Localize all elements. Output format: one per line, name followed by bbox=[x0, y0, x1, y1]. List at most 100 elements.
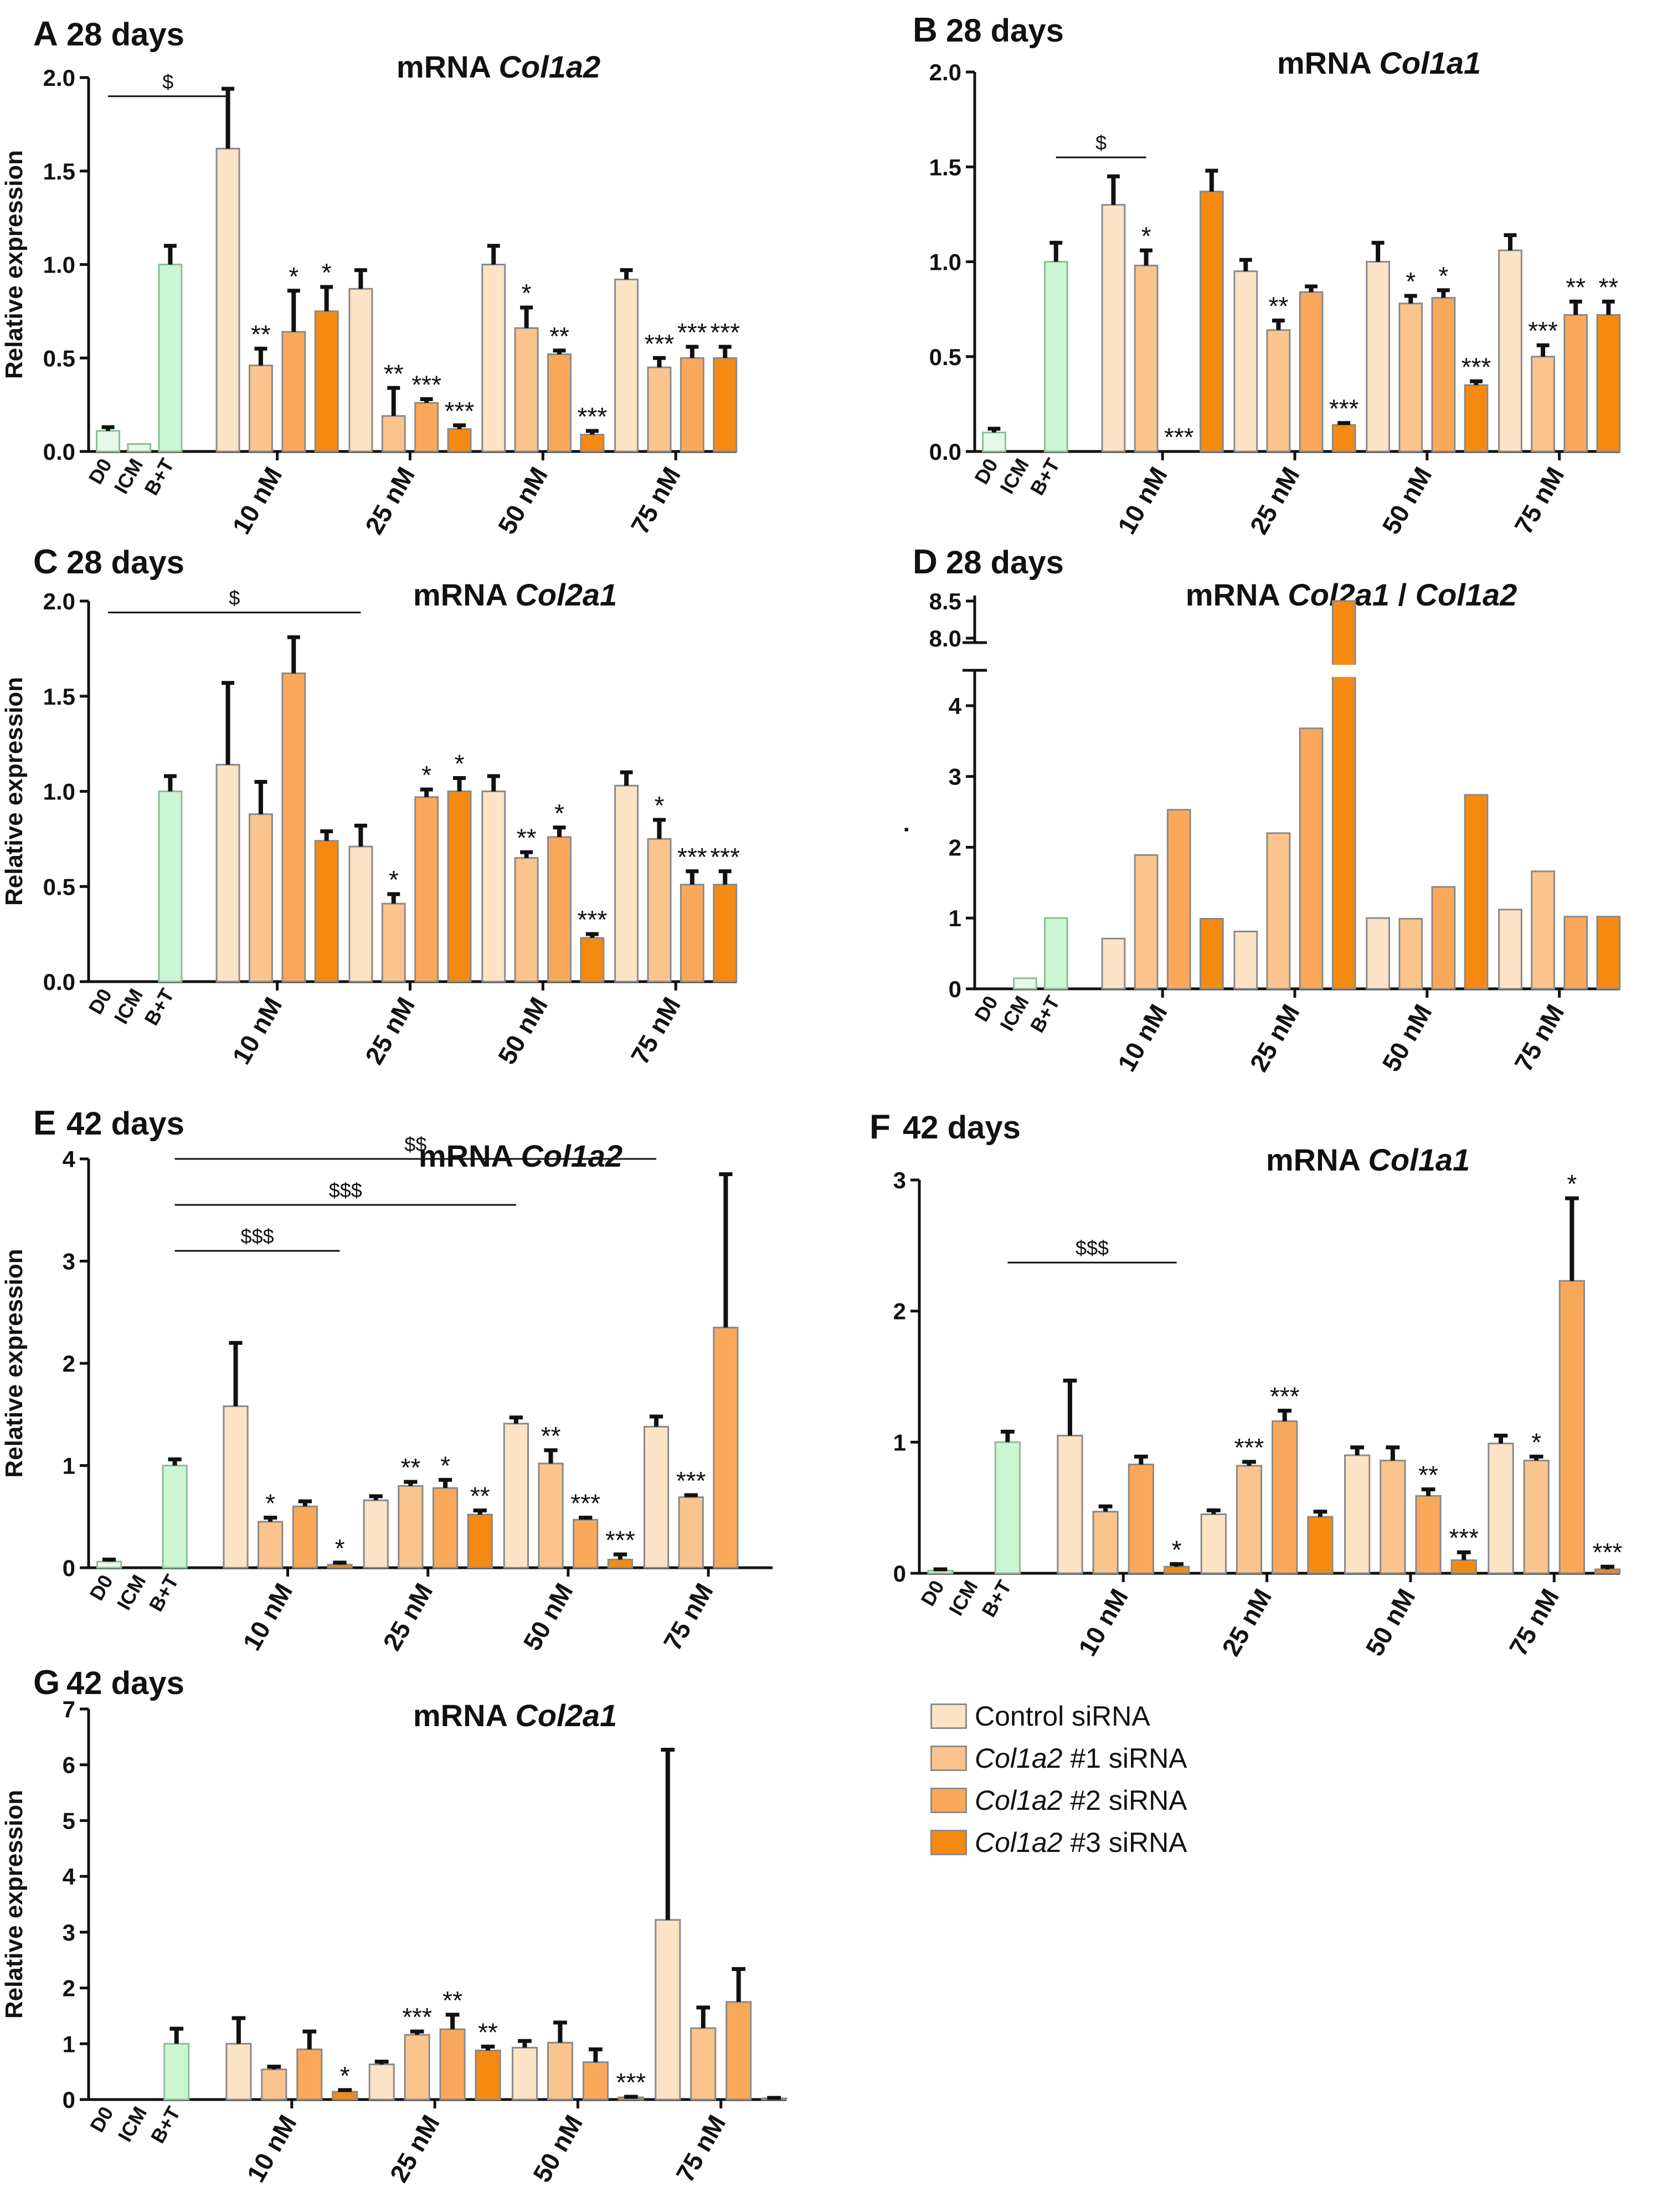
panel-d-bar-break bbox=[1330, 665, 1358, 677]
panel-b-ytick-label: 0.5 bbox=[929, 344, 961, 370]
panel-b-xtick-label: 50 nM bbox=[1376, 462, 1437, 539]
panel-g-bar-25-nm-control bbox=[368, 2064, 395, 2101]
panel-f-bar-b-t bbox=[994, 1441, 1021, 1574]
panel-c-ytick-label: 0.5 bbox=[43, 874, 75, 900]
panel-b-xtick-label: ICM bbox=[995, 455, 1033, 498]
panel-d-bar-75-nm-s2 bbox=[1563, 916, 1588, 990]
panel-a-bar-25-nm-s1-significance: ** bbox=[384, 359, 404, 388]
panel-a-bar-25-nm-s3-significance: *** bbox=[445, 397, 475, 425]
panel-a-bar-75-nm-s2 bbox=[680, 357, 704, 453]
legend-label-sirna-2: Col1a2 #2 siRNA bbox=[975, 1785, 1187, 1816]
panel-c-bar-10-nm-s2 bbox=[281, 673, 306, 983]
panel-g-xtick-label: 50 nM bbox=[527, 2110, 588, 2187]
panel-g-ytick-label: 5 bbox=[63, 1808, 75, 1834]
panel-a-bar-50-nm-s3 bbox=[580, 434, 605, 453]
panel-c-bar-25-nm-s2-significance: * bbox=[421, 761, 431, 789]
panel-g-xtick-label: 75 nM bbox=[670, 2110, 731, 2187]
panel-a-xtick-label: 50 nM bbox=[492, 462, 553, 539]
panel-f-bar-10-nm-s2 bbox=[1128, 1464, 1155, 1574]
panel-g-bar-25-nm-s2 bbox=[439, 2028, 466, 2101]
panel-g-ytick-label: 7 bbox=[63, 1696, 75, 1722]
panel-a-ytick-label: 2.0 bbox=[43, 65, 75, 91]
panel-b-xtick-label: B+T bbox=[1026, 454, 1064, 499]
legend-label-control: Control siRNA bbox=[975, 1701, 1150, 1732]
panel-e-ytick-label: 2 bbox=[63, 1351, 75, 1377]
panel-e-bar-50-nm-s2 bbox=[573, 1518, 599, 1569]
panel-g-bar-75-nm-s2 bbox=[725, 2001, 752, 2101]
panel-a-bar-75-nm-s3-significance: *** bbox=[710, 318, 740, 347]
panel-f-letter: F bbox=[869, 1108, 891, 1146]
panel-c-xtick-label: 25 nM bbox=[359, 992, 420, 1069]
panel-d-bar-10-nm-s1 bbox=[1134, 854, 1159, 990]
panel-a-day-label: 28 days bbox=[66, 17, 184, 53]
panel-b-bar-50-nm-control bbox=[1366, 261, 1391, 453]
panel-e-bar-50-nm-s1-significance: ** bbox=[541, 1421, 561, 1450]
panel-e-bar-75-nm-control bbox=[643, 1425, 670, 1569]
panel-b-bar-50-nm-s2-significance: * bbox=[1438, 261, 1448, 290]
panel-f-xtick-label: 10 nM bbox=[1073, 1584, 1134, 1661]
panel-a-bar-10-nm-control bbox=[215, 147, 240, 453]
panel-f-xtick-label: B+T bbox=[977, 1576, 1016, 1620]
panel-g-xtick-label: D0 bbox=[85, 2103, 118, 2136]
panel-f-ytick-label: 3 bbox=[893, 1167, 906, 1193]
panel-a-bar-25-nm-s3 bbox=[447, 428, 472, 453]
panel-f-bar-10-nm-s3-significance: * bbox=[1172, 1535, 1182, 1564]
panel-a-bar-b-t bbox=[158, 264, 183, 453]
panel-b-bar-75-nm-s3-significance: ** bbox=[1598, 273, 1618, 301]
panel-e-bar-25-nm-s2-significance: * bbox=[440, 1451, 450, 1480]
panel-a-bar-icm bbox=[127, 443, 152, 453]
panel-d-xtick-label: 75 nM bbox=[1509, 999, 1570, 1076]
panel-e-bar-10-nm-s3 bbox=[327, 1563, 353, 1569]
legend-item-sirna-3: Col1a2 #3 siRNA bbox=[930, 1821, 1318, 1864]
panel-d-bar-10-nm-s2 bbox=[1166, 809, 1191, 990]
panel-g-ylabel: Relative expression bbox=[1, 1790, 28, 2019]
legend-label-sirna-1: Col1a2 #1 siRNA bbox=[975, 1743, 1187, 1774]
panel-a-bar-10-nm-s3-significance: * bbox=[322, 258, 332, 287]
panel-a-ytick-label: 0.5 bbox=[43, 345, 75, 371]
panel-d-bar-25-nm-s3 bbox=[1331, 600, 1356, 990]
panel-f-ytick-label: 0 bbox=[893, 1561, 906, 1587]
panel-c-ytick-label: 0.0 bbox=[43, 969, 75, 995]
panel-c-ylabel: Relative expression bbox=[1, 677, 28, 906]
panel-c-bar-50-nm-s1 bbox=[514, 857, 539, 983]
panel-f-bar-50-nm-control bbox=[1344, 1454, 1371, 1574]
panel-b-bar-75-nm-s2-significance: ** bbox=[1566, 273, 1586, 301]
panel-a-ytick-label: 1.5 bbox=[43, 158, 75, 184]
panel-f-bar-50-nm-s3-significance: *** bbox=[1449, 1523, 1479, 1552]
panel-g-day-label: 42 days bbox=[66, 1665, 184, 1701]
panel-a-bar-75-nm-s2-significance: *** bbox=[677, 318, 707, 347]
panel-e-title: mRNA Col1a2 bbox=[419, 1138, 622, 1173]
panel-b-letter: B bbox=[913, 11, 938, 49]
panel-a-bar-50-nm-control bbox=[481, 264, 506, 453]
panel-g-xtick-label: 10 nM bbox=[241, 2110, 302, 2187]
panel-f-bar-75-nm-s1 bbox=[1523, 1459, 1550, 1574]
panel-b-bar-10-nm-s3 bbox=[1199, 191, 1224, 453]
panel-e-xtick-label: B+T bbox=[145, 1571, 183, 1615]
panel-b-day-label: 28 days bbox=[946, 13, 1064, 49]
panel-e-bar-d0 bbox=[96, 1561, 122, 1569]
panel-b-bar-75-nm-s1 bbox=[1531, 356, 1555, 453]
legend-swatch-control bbox=[930, 1703, 967, 1729]
panel-e-bar-75-nm-s1 bbox=[678, 1496, 704, 1569]
panel-e-bar-50-nm-control bbox=[503, 1423, 529, 1569]
panel-e-bar-25-nm-s1 bbox=[398, 1485, 424, 1569]
panel-b-xtick-label: 25 nM bbox=[1244, 462, 1305, 539]
panel-b-bar-25-nm-s3 bbox=[1331, 424, 1356, 453]
panel-f-xtick-label: 25 nM bbox=[1216, 1584, 1277, 1661]
panel-g-ytick-label: 1 bbox=[63, 2031, 75, 2057]
panel-g-bar-10-nm-control bbox=[225, 2042, 252, 2101]
panel-a-bar-d0 bbox=[96, 430, 121, 453]
panel-c-xtick-label: ICM bbox=[110, 985, 148, 1028]
panel-f-bar-75-nm-s2 bbox=[1558, 1280, 1585, 1574]
panel-e-xtick-label: D0 bbox=[85, 1571, 117, 1604]
panel-c-bar-50-nm-s2 bbox=[547, 836, 572, 983]
legend-swatch-sirna-2 bbox=[930, 1788, 967, 1813]
panel-c-bar-25-nm-s2 bbox=[414, 796, 439, 983]
panel-e-ytick-label: 3 bbox=[63, 1249, 75, 1275]
panel-a-bar-25-nm-s1 bbox=[381, 415, 406, 453]
panel-g-bar-10-nm-s3-significance: * bbox=[340, 2061, 350, 2090]
panel-g-bar-25-nm-s2-significance: ** bbox=[442, 1986, 462, 2015]
panel-d-letter: D bbox=[913, 543, 938, 581]
panel-f-ytick-label: 1 bbox=[893, 1429, 906, 1455]
panel-a-xtick-label: B+T bbox=[140, 454, 178, 499]
